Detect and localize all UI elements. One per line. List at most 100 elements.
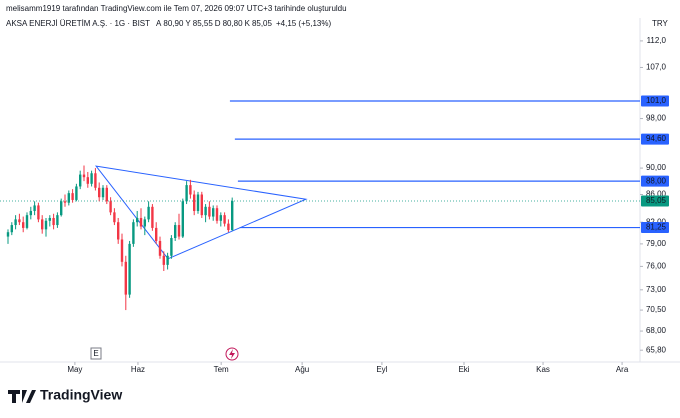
- level-label: 94,60: [646, 134, 667, 143]
- candle-body: [94, 173, 97, 188]
- candle-body: [98, 187, 101, 198]
- legend-text: 80,90: [163, 19, 184, 28]
- x-tick-label: Haz: [131, 365, 145, 374]
- y-tick-label: 112,0: [647, 36, 667, 45]
- candle-body: [18, 219, 21, 223]
- candle-body: [162, 255, 165, 265]
- candle-body: [105, 187, 108, 202]
- candle-body: [128, 243, 131, 295]
- candle-body: [158, 240, 162, 256]
- candle-body: [208, 206, 211, 217]
- candle-body: [215, 208, 219, 221]
- candle-body: [212, 208, 215, 217]
- triangle-drawing: [94, 165, 308, 260]
- legend-text: AKSA ENERJİ ÜRETİM A.Ş. · 1G · BIST: [6, 19, 150, 28]
- candle-body: [29, 210, 32, 216]
- last-price-label: 85,05: [646, 196, 667, 205]
- candle-body: [151, 206, 154, 228]
- candle-body: [75, 186, 78, 200]
- level-label: 88,00: [646, 176, 667, 185]
- candle-body: [22, 222, 25, 228]
- currency: TRY: [652, 19, 669, 28]
- dividend-icon: [229, 349, 235, 359]
- x-tick-label: Tem: [214, 365, 229, 374]
- candle-body: [143, 219, 146, 227]
- candle-body: [109, 201, 112, 213]
- y-tick-label: 90,00: [646, 163, 667, 172]
- candle-body: [117, 222, 120, 240]
- legend-text: D: [215, 19, 221, 28]
- x-tick-label: Kas: [536, 365, 550, 374]
- legend-text: K: [245, 19, 251, 28]
- last-price-box: [641, 195, 669, 207]
- event-marker: E: [93, 349, 98, 358]
- legend-text: 85,05: [252, 19, 273, 28]
- candle-body: [177, 225, 181, 237]
- legend-text: 85,55: [193, 19, 214, 28]
- y-tick-label: 107,0: [646, 63, 667, 72]
- y-tick-label: 73,00: [646, 285, 667, 294]
- candle-body: [6, 232, 10, 237]
- candle-body: [120, 239, 124, 262]
- candle-body: [60, 201, 63, 216]
- y-tick-label: 86,00: [646, 190, 667, 199]
- legend-text: Y: [185, 19, 191, 28]
- x-tick-label: Ara: [616, 365, 629, 374]
- candle-body: [155, 227, 158, 241]
- y-tick-label: 98,00: [646, 114, 667, 123]
- candle-body: [185, 185, 188, 202]
- candle-body: [82, 174, 86, 178]
- candle-body: [231, 200, 234, 231]
- candle-body: [170, 238, 173, 256]
- candle-body: [67, 193, 70, 203]
- candle-body: [196, 194, 200, 211]
- candle-body: [71, 193, 74, 200]
- candle-body: [132, 222, 135, 244]
- candle-body: [124, 261, 127, 295]
- candle-body: [25, 215, 29, 228]
- candle-body: [48, 217, 51, 221]
- legend-text: A: [156, 19, 162, 28]
- candle-body: [90, 173, 93, 184]
- level-label-box: [641, 133, 669, 145]
- logo-icon: [8, 390, 36, 403]
- candle-body: [136, 217, 139, 223]
- candle-body: [227, 223, 230, 231]
- candle-body: [41, 219, 44, 230]
- level-label-box: [641, 95, 669, 107]
- y-tick-label: 82,00: [646, 217, 667, 226]
- candle-body: [44, 220, 48, 230]
- candle-body: [189, 185, 192, 195]
- candle-body: [174, 225, 177, 239]
- candle-body: [86, 177, 89, 184]
- candle-body: [14, 219, 17, 226]
- event-box: [90, 347, 102, 360]
- y-tick-label: 65,80: [646, 345, 667, 354]
- candle-body: [79, 174, 82, 187]
- candle-body: [219, 215, 222, 221]
- candle-body: [181, 201, 184, 237]
- candle-body: [147, 206, 150, 220]
- candle-body: [166, 255, 169, 265]
- y-tick-label: 70,50: [646, 305, 667, 314]
- candle-body: [101, 187, 105, 198]
- candle-body: [193, 194, 196, 211]
- candle-body: [200, 194, 203, 216]
- legend-text: +4,15 (+5,13%): [276, 19, 331, 28]
- candle-body: [10, 225, 13, 233]
- x-tick-label: Eyl: [376, 365, 387, 374]
- x-tick-label: May: [67, 365, 82, 374]
- x-tick-label: Eki: [458, 365, 469, 374]
- legend-text: 80,80: [223, 19, 244, 28]
- level-label: 101,0: [646, 96, 667, 105]
- candle-body: [139, 217, 143, 227]
- y-tick-label: 76,00: [646, 262, 667, 271]
- level-label: 81,25: [646, 223, 667, 232]
- y-tick-label: 68,00: [646, 326, 667, 335]
- candle-body: [56, 215, 59, 226]
- header: melisamm1919 tarafından TradingView.com …: [6, 4, 347, 13]
- brand: TradingView: [40, 387, 122, 403]
- candle-body: [33, 205, 36, 211]
- candle-body: [204, 206, 207, 216]
